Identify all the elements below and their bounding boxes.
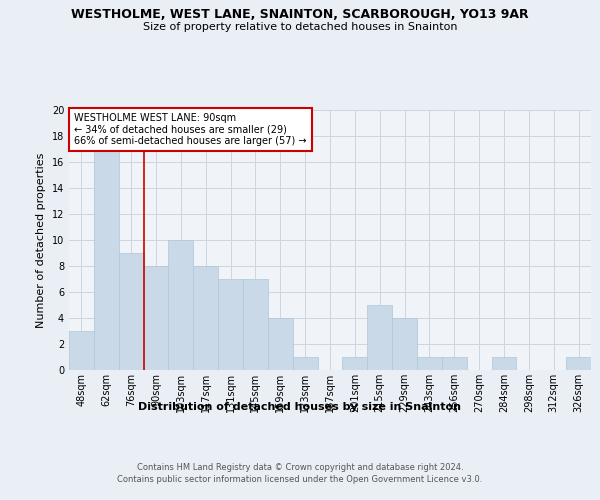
Bar <box>69 331 94 370</box>
Text: Contains public sector information licensed under the Open Government Licence v3: Contains public sector information licen… <box>118 475 482 484</box>
Bar <box>94 149 119 370</box>
Bar <box>367 305 392 370</box>
Text: WESTHOLME WEST LANE: 90sqm
← 34% of detached houses are smaller (29)
66% of semi: WESTHOLME WEST LANE: 90sqm ← 34% of deta… <box>74 112 307 146</box>
Bar <box>343 357 367 370</box>
Bar <box>143 266 169 370</box>
Text: WESTHOLME, WEST LANE, SNAINTON, SCARBOROUGH, YO13 9AR: WESTHOLME, WEST LANE, SNAINTON, SCARBORO… <box>71 8 529 20</box>
Text: Size of property relative to detached houses in Snainton: Size of property relative to detached ho… <box>143 22 457 32</box>
Bar <box>193 266 218 370</box>
Bar <box>442 357 467 370</box>
Bar <box>119 253 143 370</box>
Bar <box>417 357 442 370</box>
Bar <box>293 357 317 370</box>
Bar <box>491 357 517 370</box>
Bar <box>268 318 293 370</box>
Bar <box>169 240 193 370</box>
Bar <box>218 279 243 370</box>
Bar <box>566 357 591 370</box>
Y-axis label: Number of detached properties: Number of detached properties <box>36 152 46 328</box>
Bar <box>392 318 417 370</box>
Bar <box>243 279 268 370</box>
Text: Contains HM Land Registry data © Crown copyright and database right 2024.: Contains HM Land Registry data © Crown c… <box>137 462 463 471</box>
Text: Distribution of detached houses by size in Snainton: Distribution of detached houses by size … <box>139 402 461 412</box>
